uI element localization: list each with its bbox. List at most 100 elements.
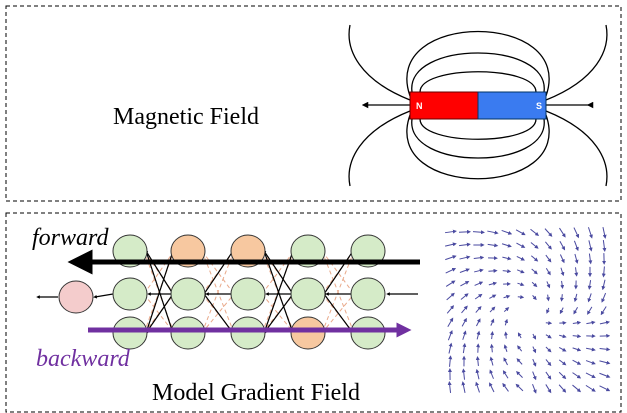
field-vector (603, 280, 605, 288)
neuron (291, 278, 325, 310)
field-vector (518, 297, 522, 298)
field-vector (573, 360, 580, 364)
field-vector (446, 269, 455, 273)
field-vector (532, 282, 536, 286)
field-vector (531, 242, 537, 247)
field-vector (445, 244, 455, 246)
field-vector (448, 332, 451, 340)
field-vector (533, 359, 535, 365)
field-vector (445, 231, 455, 232)
top-label: Magnetic Field (113, 104, 259, 130)
field-vector (463, 383, 465, 393)
field-vector (503, 271, 510, 272)
field-vector (504, 308, 508, 311)
field-vector (574, 228, 578, 237)
field-vector (533, 334, 535, 338)
field-vector (545, 242, 550, 248)
field-vector (546, 268, 549, 273)
neuron (113, 278, 147, 310)
network (38, 235, 420, 349)
field-vector (517, 385, 523, 391)
field-vector (489, 296, 494, 299)
field-vector (488, 271, 495, 272)
field-vector (490, 384, 494, 392)
field-vector (517, 270, 523, 272)
field-vector (573, 373, 580, 378)
field-vector (504, 296, 509, 298)
field-vector (449, 383, 450, 393)
field-vector (502, 230, 511, 233)
field-vector (478, 358, 479, 366)
field-vector (461, 295, 467, 300)
south-label: S (536, 101, 542, 111)
field-vector (517, 256, 523, 259)
field-vector (491, 371, 494, 379)
field-vector (517, 283, 522, 285)
field-vector (586, 348, 594, 350)
field-vector (448, 319, 452, 327)
field-vector (504, 385, 509, 392)
field-vector (589, 293, 591, 300)
field-vector (547, 281, 549, 286)
field-vector (518, 347, 521, 351)
neuron (351, 317, 385, 349)
field-vector (492, 346, 493, 353)
field-vector (450, 357, 451, 367)
field-vector (562, 281, 563, 287)
field-vector (586, 322, 593, 323)
neuron (171, 317, 205, 349)
field-vector (491, 320, 493, 325)
field-vector (476, 320, 479, 326)
field-vector (586, 373, 594, 377)
bottom-label: Model Gradient Field (152, 380, 360, 406)
field-vector (559, 372, 565, 377)
field-vector (532, 269, 537, 273)
north-label: N (416, 101, 423, 111)
field-vector (519, 334, 521, 338)
field-vector (492, 333, 493, 339)
field-vector (559, 360, 565, 364)
field-vector (505, 346, 507, 352)
field-vector (560, 255, 563, 262)
field-vector (463, 345, 464, 353)
field-vector (600, 322, 608, 324)
neuron (291, 317, 325, 349)
neuron (113, 317, 147, 349)
vector-field (445, 227, 609, 393)
field-vector (546, 372, 550, 378)
field-vector (573, 348, 580, 350)
field-vector (574, 241, 577, 249)
field-vector (546, 335, 550, 338)
field-vector (547, 308, 549, 312)
field-vector (487, 231, 496, 233)
field-vector (546, 255, 550, 261)
field-vector (604, 266, 605, 275)
field-vector (445, 256, 454, 259)
field-vector (446, 282, 454, 287)
field-vector (477, 384, 480, 393)
field-vector (461, 307, 466, 313)
field-vector (561, 268, 563, 275)
field-vector (474, 258, 482, 259)
field-vector (600, 361, 609, 363)
field-vector (559, 347, 565, 350)
field-vector (516, 243, 523, 247)
field-vector (476, 307, 480, 312)
field-vector (586, 361, 594, 364)
field-vector (463, 370, 464, 379)
field-vector (531, 229, 538, 235)
figure: Magnetic Field N S forward backward Mode… (0, 0, 627, 413)
field-vector (561, 308, 563, 313)
field-vector (517, 372, 522, 377)
field-vector (460, 282, 467, 286)
field-vector (490, 308, 494, 312)
field-vector (531, 256, 536, 261)
field-vector (518, 360, 522, 365)
field-vector (533, 372, 536, 379)
field-vector (559, 385, 565, 391)
field-vector (459, 244, 469, 245)
neuron (351, 278, 385, 310)
field-vector (575, 267, 576, 274)
field-vector (588, 227, 591, 237)
field-vector (586, 385, 594, 390)
